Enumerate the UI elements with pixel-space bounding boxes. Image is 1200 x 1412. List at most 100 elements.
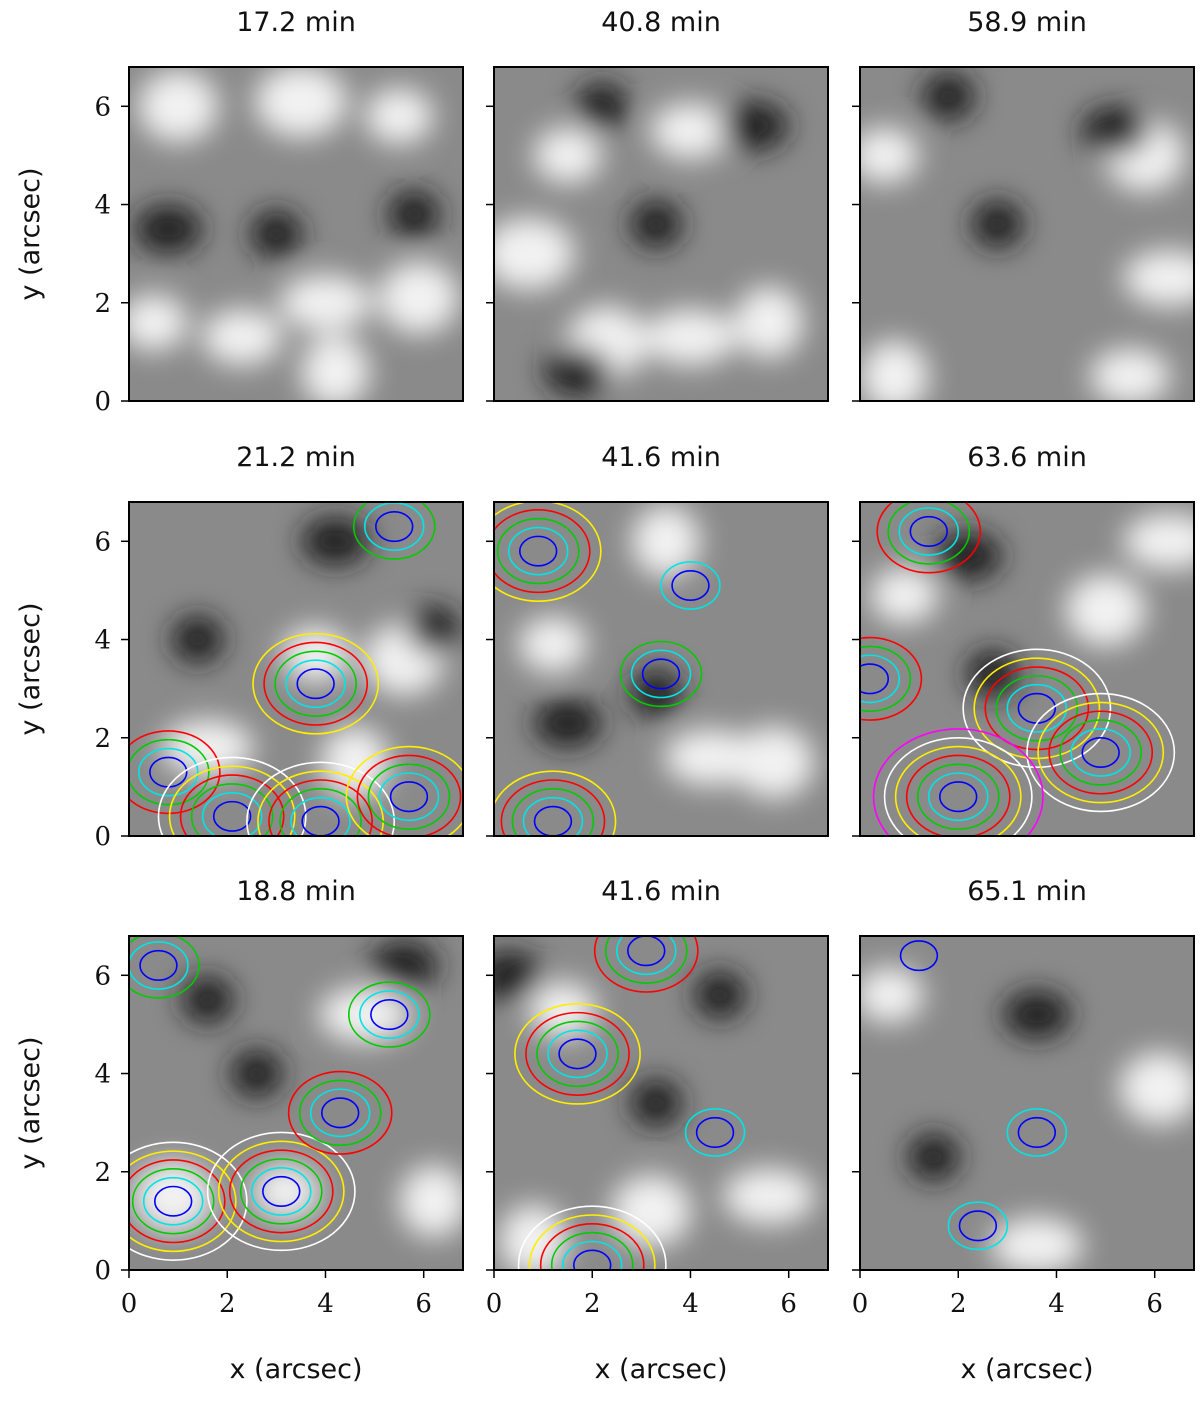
contour-line [883,736,1033,836]
panel-6: 63.6 min [852,442,1195,837]
contour-line [558,1038,597,1070]
contour-line [359,990,420,1039]
contour-line [252,632,380,735]
intensity-image [860,936,1194,1270]
contour-line [301,805,340,836]
contour-line [129,1150,237,1253]
bright-granule [499,1204,568,1270]
contour-line [916,763,1000,830]
contour-line [279,788,362,836]
contour-line [973,657,1101,760]
contour-line [348,981,431,1048]
dark-pore [407,605,460,654]
bright-granule [664,729,757,786]
contour-line [320,1097,360,1129]
contour-line [671,569,710,602]
bright-granule [281,626,350,683]
contour-line [939,781,978,813]
contour-line [1048,710,1154,795]
bright-granule [733,726,814,799]
contour-line [872,728,1044,836]
contour-line [352,502,436,560]
contour-layer [899,940,1068,1251]
contour-line [262,1175,301,1207]
panel-title: 17.2 min [236,7,356,38]
contour-line [494,770,617,836]
y-tick-label: 6 [94,961,111,991]
contour-line [550,1231,634,1270]
contour-layer [129,502,463,836]
y-tick-label: 0 [94,1256,111,1286]
dark-pore [907,1133,960,1182]
contour-line [142,1176,204,1226]
x-tick-label: 2 [584,1289,601,1319]
x-tick-label: 0 [121,1289,138,1319]
intensity-image [494,67,828,401]
x-tick-label: 0 [486,1289,503,1319]
contour-line [168,765,296,836]
contour-line [962,648,1112,769]
bright-granule [990,1217,1083,1270]
contour-line [573,1249,612,1270]
bright-granule [644,309,737,366]
bright-granule [723,1168,816,1225]
bright-granule [399,1165,463,1238]
y-axis-label: y (arcsec) [15,602,46,735]
dark-pore [181,975,234,1024]
contour-line [525,1011,630,1096]
dark-pore [966,649,1019,698]
contour-line [500,779,606,836]
contour-line [367,763,451,830]
contour-line [290,796,351,836]
panel-1: 17.2 min 0 2 4 6 y (arcsec) [15,7,464,417]
contour-line [909,515,948,548]
panel-frame [128,935,464,1271]
contour-line [268,779,373,836]
contour-line [212,800,252,832]
contour-line [898,507,960,556]
contour-line [627,936,666,967]
contour-layer [860,502,1176,836]
contour-line [894,745,1022,836]
contour-line [1037,701,1165,804]
contour-line [927,772,989,822]
contour-line [494,509,591,594]
contour-line [129,738,210,806]
x-tick-label: 2 [950,1289,967,1319]
x-axis-label: x (arcsec) [229,1354,362,1385]
panel-frame [128,501,464,837]
contour-line [905,754,1011,836]
bright-granule [1123,513,1194,570]
y-tick-label: 4 [94,1060,111,1090]
contour-line [378,772,440,822]
panel-frame [859,935,1195,1271]
x-tick-label: 4 [682,1289,699,1319]
bright-granule [252,1163,321,1220]
y-axis-label: y (arcsec) [15,1036,46,1169]
dark-pore [494,951,543,1000]
panel-frame [493,935,829,1271]
contour-line [370,999,409,1031]
dark-pore [1002,990,1071,1039]
contour-line [129,936,200,999]
contour-line [129,1141,248,1261]
dark-pore [301,517,370,566]
bright-granule [860,340,929,401]
bright-granule [860,127,919,184]
contour-line [246,761,396,836]
bright-granule [1119,1052,1194,1125]
panel-4: 21.2 min 0 2 4 6 y (arcsec) [15,442,464,852]
contour-line [190,783,274,836]
panel-title: 40.8 min [601,7,721,38]
bright-granule [533,127,602,184]
contour-layer [129,936,431,1261]
dark-pore [576,82,629,131]
dark-pore [693,970,746,1019]
bright-granule [301,335,370,401]
bright-granule [378,261,459,334]
x-tick-label: 4 [1048,1289,1065,1319]
contour-line [345,745,463,836]
contour-line [375,511,414,543]
bright-granule [1065,574,1146,647]
